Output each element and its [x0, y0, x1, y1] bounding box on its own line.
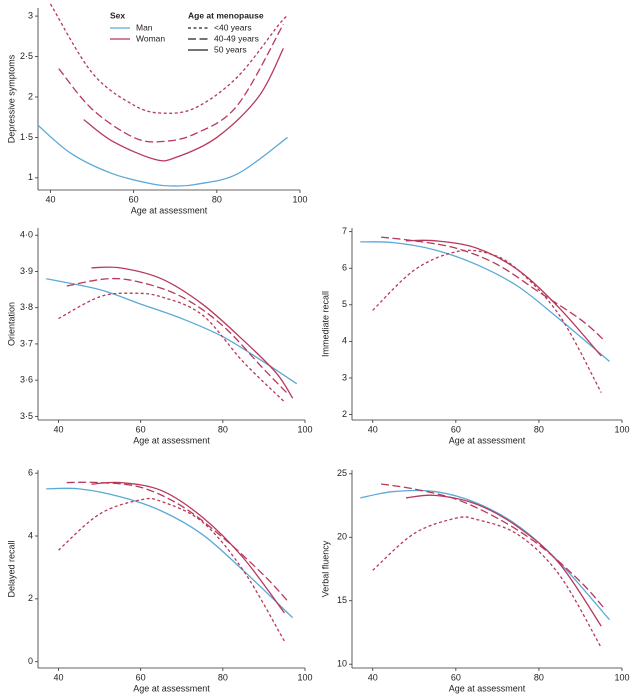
- series-line: [58, 292, 285, 403]
- y-tick-label: 7: [342, 226, 347, 236]
- y-tick-label: 15: [337, 595, 347, 605]
- x-tick-label: 40: [368, 672, 378, 682]
- x-tick-label: 40: [368, 424, 378, 434]
- x-tick-label: 100: [614, 424, 629, 434]
- series-line: [91, 481, 285, 614]
- series-line: [380, 483, 606, 611]
- y-tick-label: 3·6: [20, 375, 33, 385]
- legend-label: 50 years: [214, 44, 247, 54]
- y-tick-label: 3·5: [20, 411, 33, 421]
- y-tick-label: 4: [28, 530, 33, 540]
- series-line: [66, 481, 290, 603]
- x-tick-label: 100: [292, 194, 307, 204]
- x-tick-label: 100: [297, 672, 312, 682]
- legend-title: Age at menopause: [188, 10, 264, 20]
- y-tick-label: 3·7: [20, 338, 33, 348]
- x-tick-label: 60: [451, 672, 461, 682]
- series-line: [83, 48, 284, 162]
- series-line: [58, 497, 286, 642]
- series-line: [381, 236, 606, 342]
- y-tick-label: 25: [337, 468, 347, 478]
- x-axis-label: Age at assessment: [133, 683, 210, 693]
- x-tick-label: 60: [136, 424, 146, 434]
- y-tick-label: 2: [342, 409, 347, 419]
- y-tick-label: 6: [28, 468, 33, 478]
- y-axis-label: Verbal fluency: [320, 540, 330, 597]
- x-tick-label: 80: [212, 194, 222, 204]
- x-tick-label: 40: [45, 194, 55, 204]
- y-tick-label: 3·9: [20, 266, 33, 276]
- legend-label: <40 years: [214, 22, 252, 32]
- x-tick-label: 100: [297, 424, 312, 434]
- x-tick-label: 60: [451, 424, 461, 434]
- series-line: [372, 516, 602, 649]
- x-tick-label: 80: [534, 672, 544, 682]
- legend-title: Sex: [110, 10, 125, 20]
- x-tick-label: 60: [136, 672, 146, 682]
- y-tick-label: 5: [342, 299, 347, 309]
- series-line: [49, 3, 288, 114]
- legend-label: 40-49 years: [214, 33, 259, 43]
- y-tick-label: 1: [28, 172, 33, 182]
- y-axis-label: Immediate recall: [320, 291, 330, 357]
- legend-label: Woman: [136, 33, 165, 43]
- y-tick-label: 1·5: [20, 132, 33, 142]
- x-axis-label: Age at assessment: [449, 435, 526, 445]
- series-line: [46, 487, 294, 619]
- series-line: [405, 239, 602, 357]
- y-tick-label: 2·5: [20, 51, 33, 61]
- y-axis-label: Orientation: [6, 302, 16, 346]
- series-line: [91, 266, 294, 399]
- y-tick-label: 3·8: [20, 302, 33, 312]
- x-tick-label: 80: [534, 424, 544, 434]
- x-tick-label: 60: [129, 194, 139, 204]
- y-tick-label: 6: [342, 263, 347, 273]
- series-line: [360, 489, 611, 621]
- x-axis-label: Age at assessment: [131, 205, 208, 215]
- x-tick-label: 100: [614, 672, 629, 682]
- y-tick-label: 2: [28, 593, 33, 603]
- x-axis-label: Age at assessment: [133, 435, 210, 445]
- y-tick-label: 3: [342, 372, 347, 382]
- series-line: [372, 249, 602, 393]
- x-tick-label: 40: [54, 424, 64, 434]
- x-axis-label: Age at assessment: [449, 683, 526, 693]
- series-line: [360, 241, 610, 362]
- series-line: [66, 277, 290, 396]
- y-tick-label: 0: [28, 656, 33, 666]
- y-tick-label: 10: [337, 659, 347, 669]
- y-tick-label: 20: [337, 532, 347, 542]
- y-axis-label: Depressive symptoms: [6, 54, 16, 143]
- x-tick-label: 80: [218, 424, 228, 434]
- y-tick-label: 3: [28, 10, 33, 20]
- series-line: [405, 494, 602, 627]
- y-tick-label: 4: [342, 336, 347, 346]
- series-line: [46, 278, 298, 385]
- series-line: [58, 23, 284, 143]
- y-axis-label: Delayed recall: [6, 540, 16, 597]
- series-line: [37, 124, 288, 187]
- legend-label: Man: [136, 22, 153, 32]
- x-tick-label: 40: [54, 672, 64, 682]
- x-tick-label: 80: [218, 672, 228, 682]
- y-tick-label: 4·0: [20, 230, 33, 240]
- y-tick-label: 2: [28, 91, 33, 101]
